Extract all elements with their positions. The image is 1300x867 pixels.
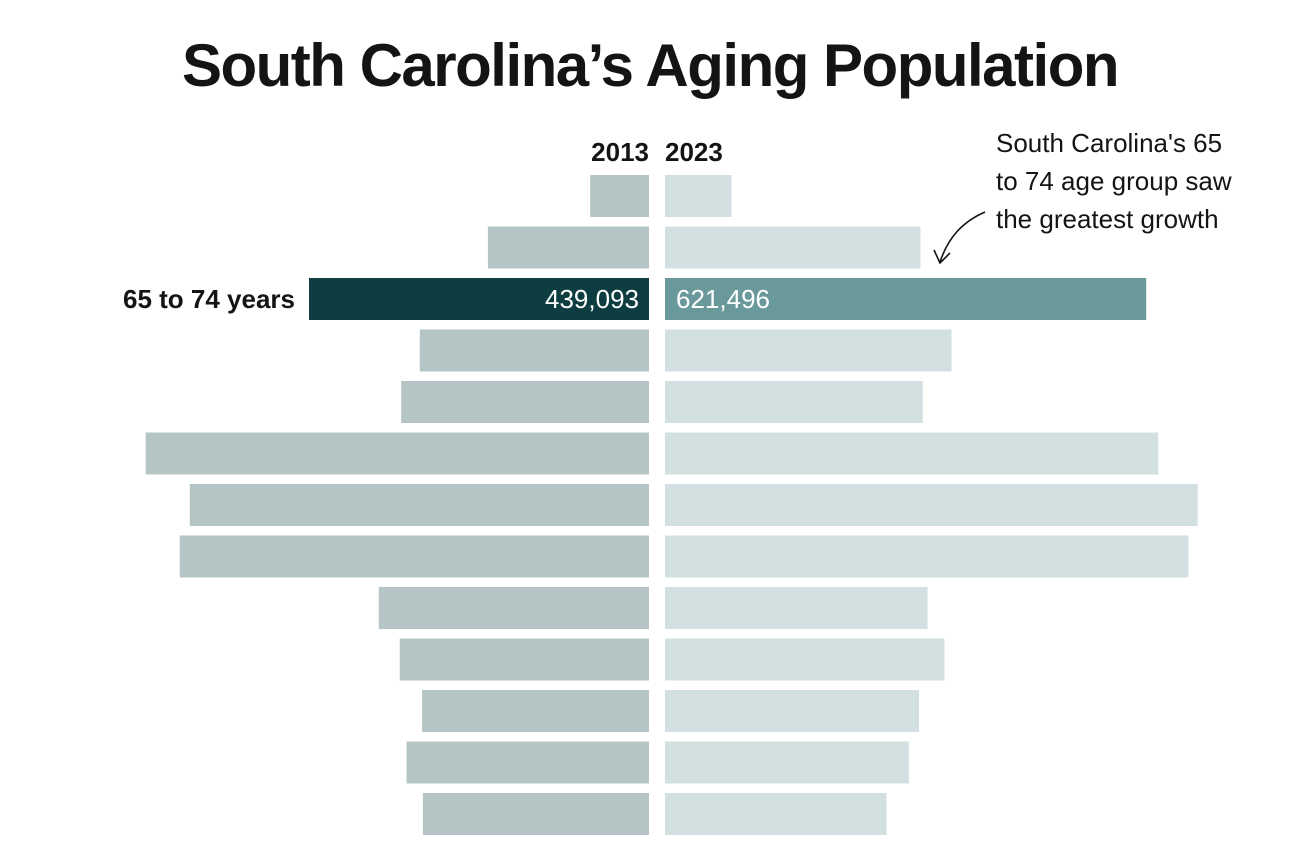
bar-2023-12 (665, 793, 887, 835)
bar-2013-7 (179, 535, 650, 578)
bar-2013-8 (378, 587, 649, 629)
bar-2023-11 (665, 741, 909, 784)
bar-2013-5 (145, 432, 649, 475)
annotation-line-3: the greatest growth (996, 204, 1219, 234)
annotation-arrow (939, 211, 986, 263)
data-label-2013: 439,093 (545, 284, 639, 314)
bar-2023-10 (665, 690, 919, 732)
bar-2013-1 (487, 226, 649, 269)
bar-2013-10 (422, 690, 649, 732)
bar-2023-1 (665, 226, 921, 269)
bar-2013-0 (590, 175, 649, 217)
bar-2013-11 (406, 741, 649, 784)
bar-2023-0 (665, 175, 732, 217)
bar-2023-8 (665, 587, 928, 629)
bar-2013-9 (399, 638, 649, 681)
annotation-line-2: to 74 age group saw (996, 166, 1232, 196)
bar-2013-4 (401, 381, 649, 423)
bar-2023-9 (665, 638, 945, 681)
bar-2023-5 (665, 432, 1159, 475)
bar-2023-4 (665, 381, 923, 423)
bar-2013-3 (419, 329, 649, 372)
bar-2023-3 (665, 329, 952, 372)
bar-2023-2 (665, 278, 1147, 320)
bars-group (145, 175, 1198, 835)
bar-2013-2 (309, 278, 649, 320)
bar-2013-6 (189, 484, 650, 526)
legend-2023: 2023 (665, 137, 723, 167)
annotation-arrowhead (933, 249, 951, 265)
annotation-line-1: South Carolina's 65 (996, 128, 1222, 158)
bar-2013-12 (422, 793, 649, 835)
category-label-highlight: 65 to 74 years (123, 284, 295, 314)
labels-group: 65 to 74 years 439,093 621,496 (123, 284, 770, 314)
chart-title: South Carolina’s Aging Population (181, 32, 1120, 99)
data-label-2023: 621,496 (676, 284, 770, 314)
bar-2023-7 (665, 535, 1189, 578)
bar-2023-6 (665, 484, 1198, 526)
annotation-text: South Carolina's 65 to 74 age group saw th… (996, 128, 1232, 234)
legend-2013: 2013 (591, 137, 649, 167)
